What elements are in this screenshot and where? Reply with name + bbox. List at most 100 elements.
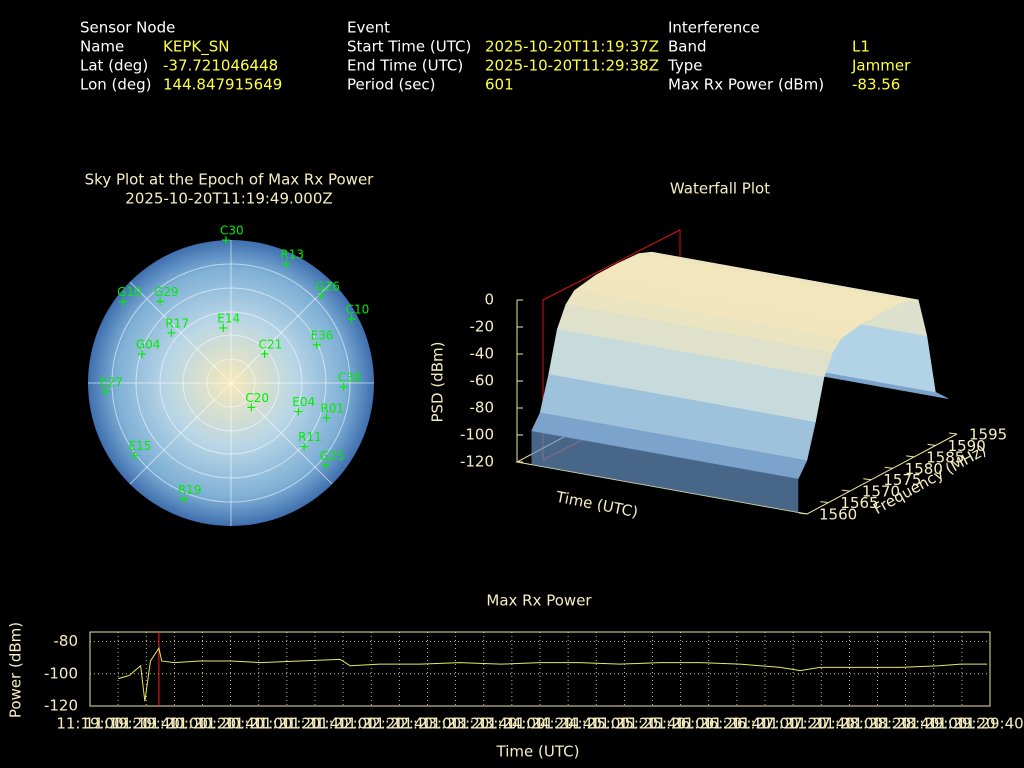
field-value: L1: [852, 38, 870, 56]
x-tick-label: 11:25:00: [563, 715, 630, 733]
y-tick: [906, 455, 915, 458]
satellite-label: E15: [129, 439, 152, 453]
x-tick-label: 11:20:40: [197, 715, 264, 733]
x-tick-label: 11:27:20: [759, 715, 826, 733]
section-title: Sensor Node: [80, 19, 175, 37]
field-value: -83.56: [852, 76, 900, 94]
field-value: 2025-10-20T11:29:38Z: [485, 57, 659, 75]
satellite-marker: [167, 328, 176, 337]
satellite-label: R11: [298, 430, 322, 444]
field-value: 144.847915649: [163, 76, 282, 94]
power-line: [117, 646, 988, 702]
chart-title: Sky Plot at the Epoch of Max Rx Power: [85, 171, 375, 189]
satellite-marker: [317, 291, 326, 300]
satellite-marker: [282, 260, 291, 269]
field-value: Jammer: [851, 57, 911, 75]
field-label: End Time (UTC): [347, 57, 463, 75]
satellite-label: R19: [178, 483, 202, 497]
field-value: KEPK_SN: [163, 38, 229, 57]
x-tick-label: 11:25:20: [591, 715, 658, 733]
y-tick-label: 1595: [969, 426, 1007, 444]
satellite-label: R17: [165, 316, 189, 330]
y-axis-label: Power (dBm): [7, 622, 25, 718]
satellite-label: R01: [321, 401, 345, 415]
satellite-label: G29: [154, 285, 179, 299]
satellite-label: E27: [100, 375, 123, 389]
y-tick-label: -100: [44, 664, 78, 682]
satellite-marker: [339, 382, 348, 391]
satellite-label: R13: [280, 248, 304, 262]
satellite-marker: [300, 442, 309, 451]
x-tick-label: 11:29:00: [900, 715, 967, 733]
z-tick-label: -100: [460, 426, 494, 444]
y-tick-label: 1575: [883, 471, 921, 489]
x-tick-label: 11:25:40: [619, 715, 686, 733]
satellite-label: C30: [220, 224, 244, 238]
x-tick-label: 11:26:00: [647, 715, 714, 733]
satellite-marker: [312, 340, 321, 349]
x-tick-label: 11:22:40: [366, 715, 433, 733]
field-label: Max Rx Power (dBm): [668, 76, 824, 94]
x-tick-label: 11:26:20: [675, 715, 742, 733]
satellite-marker: [137, 350, 146, 359]
y-tick: [884, 466, 893, 469]
field-label: Period (sec): [347, 76, 436, 94]
satellite-label: C10: [346, 302, 370, 316]
x-tick-label: 11:28:00: [816, 715, 883, 733]
x-tick-label: 11:26:40: [703, 715, 770, 733]
y-tick: [927, 443, 936, 446]
y-tick-label: -80: [54, 632, 79, 650]
field-label: Band: [668, 38, 707, 56]
x-tick-label: 11:24:20: [506, 715, 573, 733]
satellite-label: E14: [217, 311, 240, 325]
x-tick-label: 11:27:40: [788, 715, 855, 733]
satellite-marker: [156, 297, 165, 306]
satellite-marker: [322, 413, 331, 422]
x-tick-label: 11:23:40: [450, 715, 517, 733]
satellite-label: E36: [311, 328, 334, 342]
z-axis-label: PSD (dBm): [429, 341, 447, 422]
satellite-label: G10: [117, 285, 142, 299]
y-tick-label: 1560: [819, 506, 857, 524]
chart-title: Waterfall Plot: [670, 180, 770, 198]
sky-rings: [88, 240, 374, 526]
satellite-marker: [101, 387, 110, 396]
satellite-marker: [130, 451, 139, 460]
field-value: 601: [485, 76, 514, 94]
satellite-marker: [222, 236, 231, 245]
y-tick-label: -120: [44, 697, 78, 715]
x-tick-label: 11:29:20: [928, 715, 995, 733]
x-tick-label: 11:27:00: [731, 715, 798, 733]
x-tick-label: 11:24:40: [534, 715, 601, 733]
x-tick-label: 11:21:20: [253, 715, 320, 733]
chart-subtitle: 2025-10-20T11:19:49.000Z: [125, 190, 332, 208]
field-label: Lat (deg): [80, 57, 148, 75]
x-tick-label: 11:29:40: [956, 715, 1023, 733]
z-tick-label: -80: [470, 399, 495, 417]
section-title: Event: [347, 19, 390, 37]
x-tick-label: 11:21:00: [225, 715, 292, 733]
x-tick-label: 11:24:00: [478, 715, 545, 733]
satellite-label: C21: [259, 337, 283, 351]
x-tick-label: 11:21:40: [281, 715, 348, 733]
z-tick-label: -120: [460, 453, 494, 471]
x-tick-label: 11:19:20: [84, 715, 151, 733]
x-axis-label: Time (UTC): [496, 743, 580, 761]
y-tick: [798, 512, 808, 515]
z-tick-label: -20: [470, 318, 495, 336]
satellite-marker: [119, 297, 128, 306]
z-tick-label: -60: [470, 372, 495, 390]
surface-front: [531, 430, 799, 513]
satellite-label: C38: [338, 370, 362, 384]
field-label: Name: [80, 38, 124, 56]
y-tick-label: 1585: [926, 448, 964, 466]
z-tick-label: 0: [484, 291, 494, 309]
field-label: Type: [667, 57, 702, 75]
field-value: 2025-10-20T11:19:37Z: [485, 38, 659, 56]
satellite-label: G25: [320, 449, 345, 463]
satellite-marker: [294, 407, 303, 416]
section-title: Interference: [668, 19, 760, 37]
x-tick-label: 11:19:00: [56, 715, 123, 733]
